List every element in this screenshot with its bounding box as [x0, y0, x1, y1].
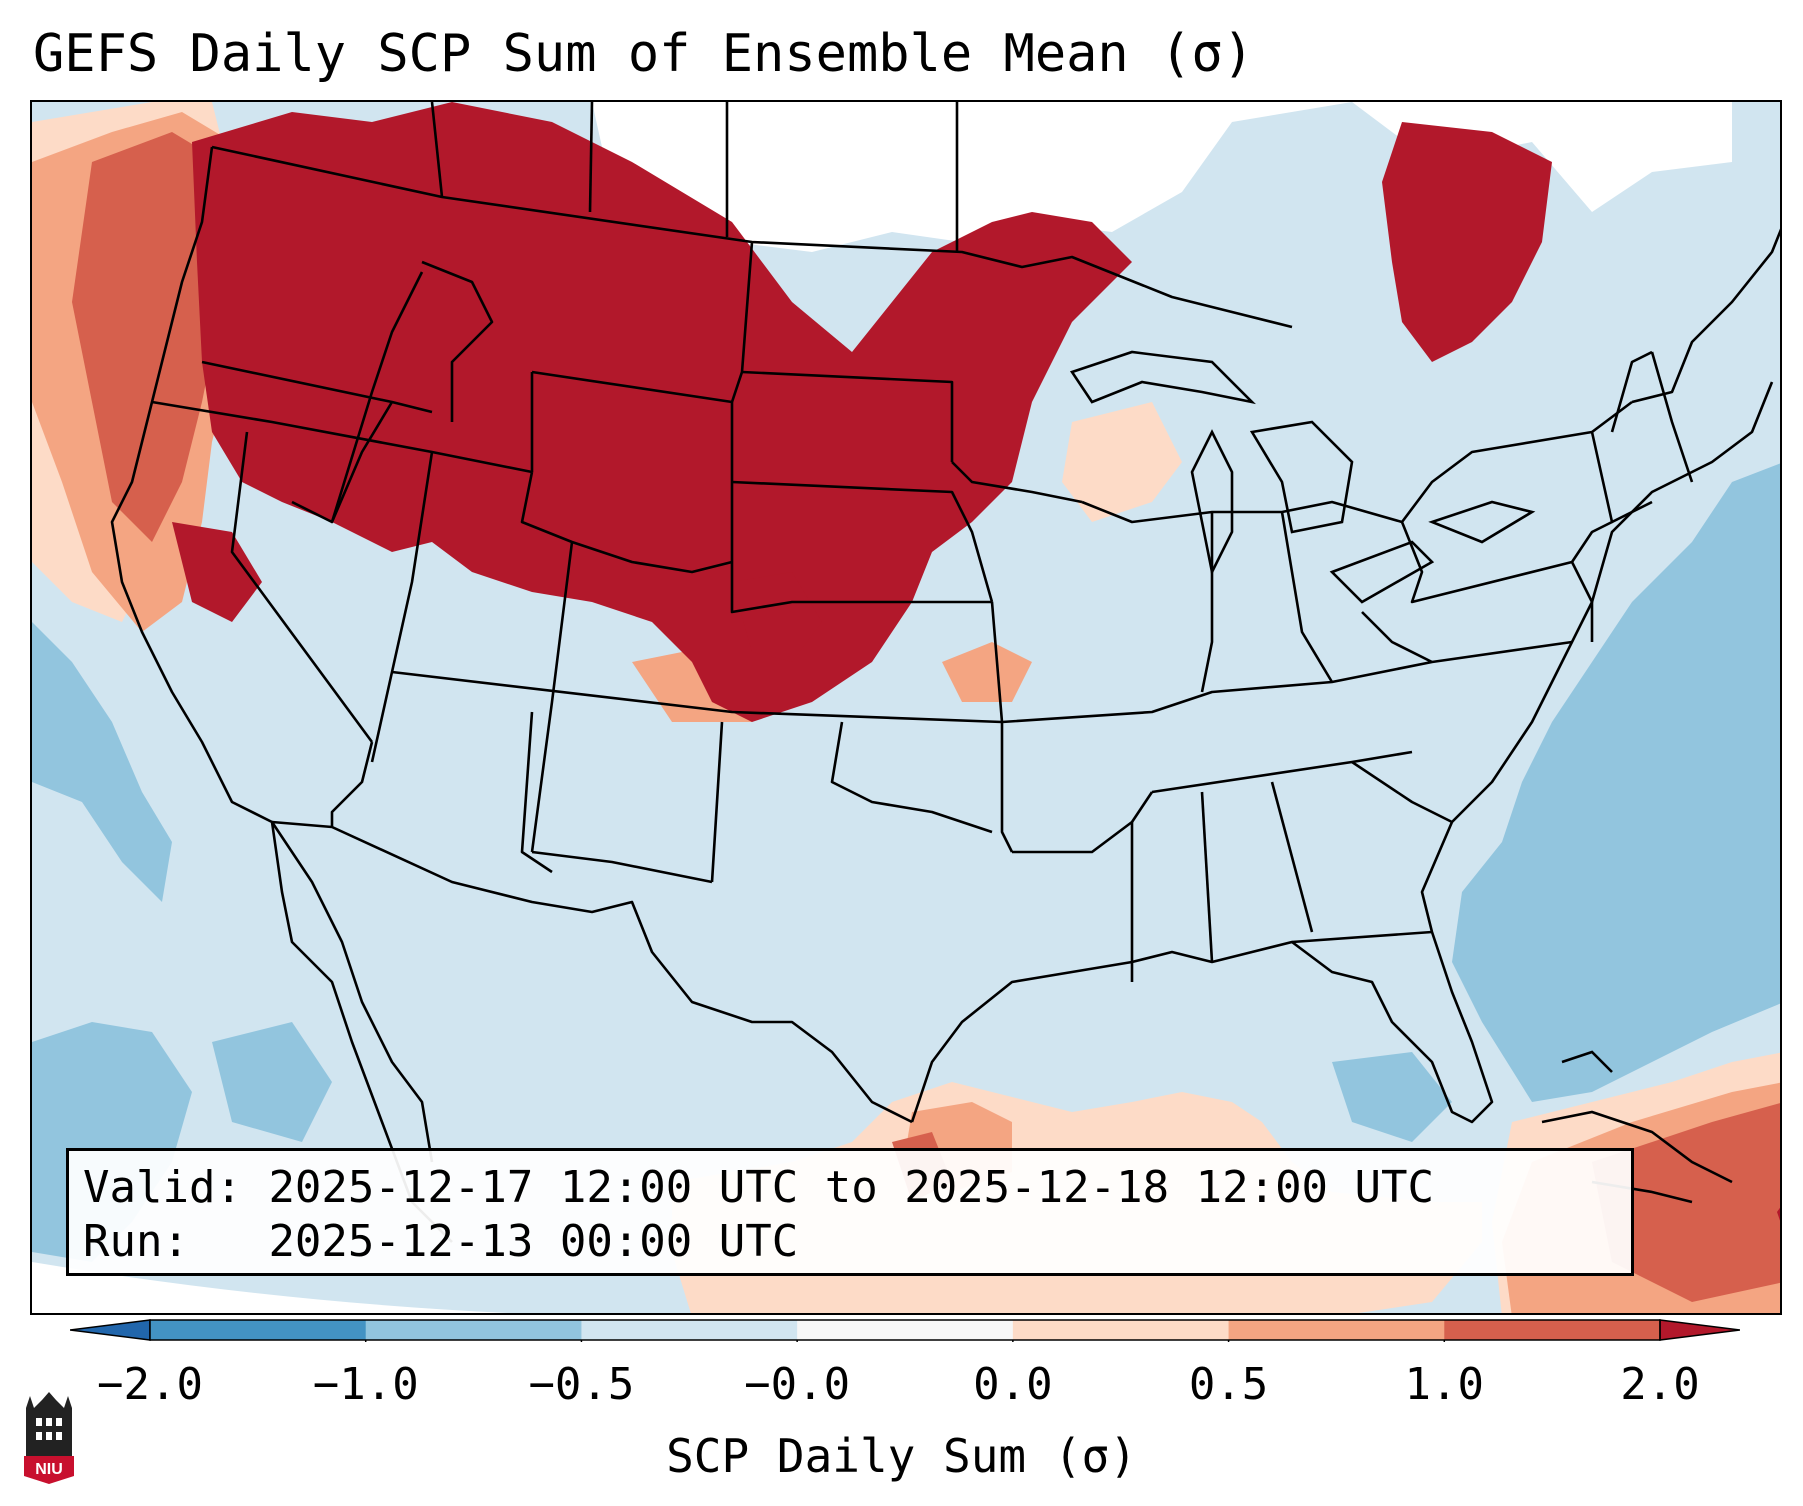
colorbar-bin — [1012, 1320, 1230, 1340]
anomaly-max-red — [172, 102, 1780, 1221]
niu-logo: NIU — [24, 1392, 74, 1484]
colorbar-tick-label: −2.0 — [97, 1359, 203, 1410]
colorbar-under-arrow — [70, 1319, 151, 1341]
colorbar-tick-label: 0.5 — [1188, 1359, 1269, 1410]
colorbar-tick-label: 2.0 — [1620, 1359, 1700, 1410]
colorbar-bin — [1444, 1320, 1661, 1340]
boundaries — [110, 102, 1780, 1243]
run-row: Run: 2025-12-13 00:00 UTC — [83, 1215, 1617, 1269]
map-panel — [30, 100, 1782, 1315]
colorbar-over-arrow — [1659, 1319, 1740, 1341]
colorbar-bins — [150, 1320, 1661, 1342]
colorbar — [70, 1319, 1740, 1342]
colorbar-bin — [797, 1320, 1014, 1340]
colorbar-outline — [149, 1319, 1661, 1341]
run-value: 2025-12-13 00:00 UTC — [268, 1216, 799, 1267]
colorbar-bin — [1228, 1320, 1445, 1340]
colorbar-bin — [581, 1320, 798, 1340]
logo-shield — [24, 1456, 74, 1484]
valid-label: Valid: — [83, 1162, 269, 1213]
colorbar-bin — [150, 1320, 367, 1340]
info-box: Valid: 2025-12-17 12:00 UTC to 2025-12-1… — [66, 1148, 1634, 1276]
colorbar-tick-label: 0.0 — [973, 1359, 1053, 1410]
valid-row: Valid: 2025-12-17 12:00 UTC to 2025-12-1… — [83, 1161, 1617, 1215]
logo-text: NIU — [35, 1461, 63, 1478]
scp-map — [32, 102, 1780, 1313]
valid-value: 2025-12-17 12:00 UTC to 2025-12-18 12:00… — [268, 1162, 1435, 1213]
colorbar-label: SCP Daily Sum (σ) — [666, 1429, 1137, 1483]
colorbar-tick-label: 1.0 — [1404, 1359, 1485, 1410]
colorbar-tick-label: −1.0 — [312, 1359, 419, 1410]
colorbar-bin — [365, 1320, 582, 1340]
figure-title: GEFS Daily SCP Sum of Ensemble Mean (σ) — [33, 24, 1254, 84]
colorbar-tick-label: −0.0 — [744, 1359, 851, 1410]
run-label: Run: — [83, 1216, 269, 1267]
colorbar-tick-label: −0.5 — [528, 1359, 635, 1410]
great-lakes — [1069, 350, 1536, 604]
logo-windows — [36, 1418, 62, 1440]
